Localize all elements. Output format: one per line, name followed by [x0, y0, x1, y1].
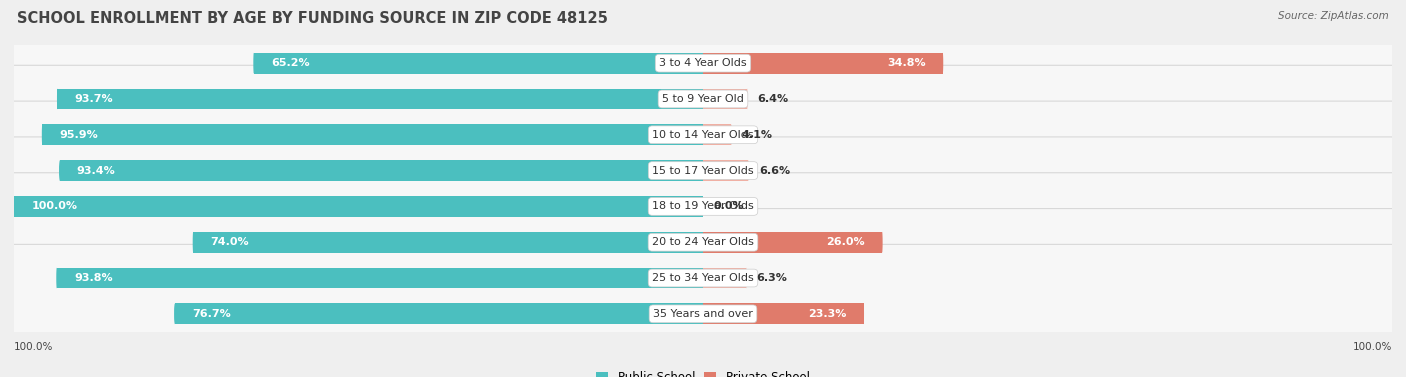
Text: 100.0%: 100.0%	[31, 201, 77, 211]
FancyBboxPatch shape	[4, 244, 1402, 377]
Bar	[14, 196, 703, 217]
Bar	[703, 160, 748, 181]
Text: 3 to 4 Year Olds: 3 to 4 Year Olds	[659, 58, 747, 68]
Bar	[193, 232, 703, 253]
Bar	[254, 53, 703, 74]
Text: 18 to 19 Year Olds: 18 to 19 Year Olds	[652, 201, 754, 211]
Text: 76.7%: 76.7%	[191, 309, 231, 319]
Text: 23.3%: 23.3%	[808, 309, 846, 319]
Text: 0.0%: 0.0%	[713, 201, 744, 211]
Text: 93.8%: 93.8%	[75, 273, 112, 283]
Text: 95.9%: 95.9%	[59, 130, 98, 140]
Text: 100.0%: 100.0%	[14, 342, 53, 352]
Text: 25 to 34 Year Olds: 25 to 34 Year Olds	[652, 273, 754, 283]
Bar	[174, 303, 703, 324]
Bar	[703, 268, 747, 288]
Text: 100.0%: 100.0%	[1353, 342, 1392, 352]
Bar	[703, 53, 943, 74]
Text: 93.7%: 93.7%	[75, 94, 114, 104]
Text: SCHOOL ENROLLMENT BY AGE BY FUNDING SOURCE IN ZIP CODE 48125: SCHOOL ENROLLMENT BY AGE BY FUNDING SOUR…	[17, 11, 607, 26]
Text: 6.6%: 6.6%	[759, 166, 790, 176]
Text: 26.0%: 26.0%	[827, 237, 865, 247]
FancyBboxPatch shape	[4, 29, 1402, 169]
FancyBboxPatch shape	[4, 101, 1402, 240]
Text: 20 to 24 Year Olds: 20 to 24 Year Olds	[652, 237, 754, 247]
Bar	[703, 232, 882, 253]
FancyBboxPatch shape	[4, 65, 1402, 204]
Text: 15 to 17 Year Olds: 15 to 17 Year Olds	[652, 166, 754, 176]
Text: 65.2%: 65.2%	[271, 58, 309, 68]
FancyBboxPatch shape	[4, 173, 1402, 312]
Bar	[703, 303, 863, 324]
Bar	[703, 124, 731, 145]
Bar	[42, 124, 703, 145]
Text: 10 to 14 Year Olds: 10 to 14 Year Olds	[652, 130, 754, 140]
Text: 93.4%: 93.4%	[77, 166, 115, 176]
FancyBboxPatch shape	[4, 0, 1402, 133]
Text: 5 to 9 Year Old: 5 to 9 Year Old	[662, 94, 744, 104]
Text: 34.8%: 34.8%	[887, 58, 925, 68]
Bar	[56, 268, 703, 288]
Bar	[703, 89, 747, 109]
FancyBboxPatch shape	[4, 137, 1402, 276]
Text: 4.1%: 4.1%	[741, 130, 772, 140]
Bar	[58, 89, 703, 109]
Text: Source: ZipAtlas.com: Source: ZipAtlas.com	[1278, 11, 1389, 21]
FancyBboxPatch shape	[4, 208, 1402, 348]
Text: 35 Years and over: 35 Years and over	[652, 309, 754, 319]
Text: 74.0%: 74.0%	[211, 237, 249, 247]
Text: 6.4%: 6.4%	[758, 94, 789, 104]
Bar	[59, 160, 703, 181]
Legend: Public School, Private School: Public School, Private School	[592, 366, 814, 377]
Text: 6.3%: 6.3%	[756, 273, 787, 283]
